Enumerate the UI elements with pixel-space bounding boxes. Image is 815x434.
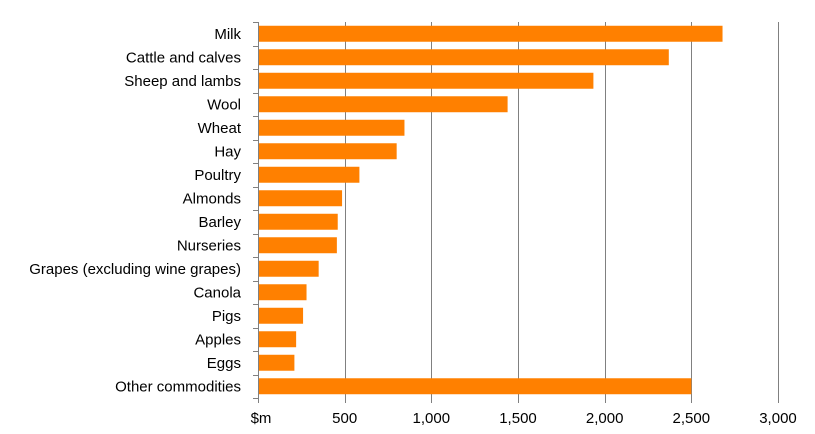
category-label: Hay <box>214 143 241 160</box>
bar-grapes-excluding-wine-grapes <box>258 260 319 277</box>
bar-almonds <box>258 190 343 207</box>
x-tick-label: 2,500 <box>673 410 711 427</box>
bar-cattle-and-calves <box>258 49 669 66</box>
category-label: Cattle and calves <box>126 49 241 66</box>
bar-pigs <box>258 307 304 324</box>
bar-canola <box>258 284 307 301</box>
x-tick-label: 3,000 <box>759 410 797 427</box>
x-tick-label: 1,000 <box>413 410 451 427</box>
category-label: Eggs <box>207 355 241 372</box>
category-label: Wheat <box>198 120 242 137</box>
bars <box>258 25 723 395</box>
category-label: Grapes (excluding wine grapes) <box>29 261 241 278</box>
bar-wheat <box>258 119 405 136</box>
x-tick-label: 500 <box>332 410 357 427</box>
bar-nurseries <box>258 237 337 254</box>
bar-hay <box>258 143 397 160</box>
axis-unit-label: $m <box>251 410 272 427</box>
x-tick-label: 2,000 <box>586 410 624 427</box>
category-label: Almonds <box>183 190 241 207</box>
category-label: Other commodities <box>115 378 241 395</box>
bar-wool <box>258 96 508 113</box>
category-label: Canola <box>193 284 241 301</box>
category-label: Barley <box>198 214 241 231</box>
category-label: Milk <box>214 26 241 43</box>
bar-milk <box>258 25 723 42</box>
category-label: Wool <box>207 96 241 113</box>
x-tick-label: 1,500 <box>499 410 537 427</box>
category-label: Nurseries <box>177 237 241 254</box>
bar-sheep-and-lambs <box>258 72 594 89</box>
bar-poultry <box>258 166 360 183</box>
bar-other-commodities <box>258 378 692 395</box>
tick-labels: $m 500 1,000 1,500 2,000 2,500 3,000 <box>251 410 797 427</box>
category-label: Poultry <box>194 167 241 184</box>
category-label: Sheep and lambs <box>124 73 241 90</box>
bar-barley <box>258 213 338 230</box>
bar-eggs <box>258 354 295 371</box>
axes <box>253 22 259 403</box>
bar-apples <box>258 331 297 348</box>
category-label: Apples <box>195 331 241 348</box>
category-label: Pigs <box>212 308 241 325</box>
category-labels: Milk Cattle and calves Sheep and lambs Wool… <box>29 26 242 396</box>
